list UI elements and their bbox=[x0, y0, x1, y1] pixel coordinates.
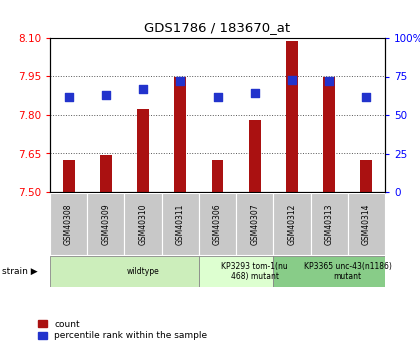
Title: GDS1786 / 183670_at: GDS1786 / 183670_at bbox=[144, 21, 291, 34]
Point bbox=[214, 94, 221, 99]
Text: GSM40308: GSM40308 bbox=[64, 203, 73, 245]
Text: wildtype: wildtype bbox=[127, 267, 160, 276]
Text: strain ▶: strain ▶ bbox=[2, 267, 38, 276]
Text: GSM40307: GSM40307 bbox=[250, 203, 259, 245]
Bar bbox=[286, 41, 298, 192]
Text: KP3365 unc-43(n1186)
mutant: KP3365 unc-43(n1186) mutant bbox=[304, 262, 392, 281]
Bar bbox=[199, 193, 236, 255]
Point bbox=[289, 77, 295, 82]
Point bbox=[102, 92, 109, 98]
Text: GSM40312: GSM40312 bbox=[287, 203, 297, 245]
Bar bbox=[124, 193, 162, 255]
Legend: count, percentile rank within the sample: count, percentile rank within the sample bbox=[38, 320, 207, 341]
Point bbox=[65, 94, 72, 99]
Bar bbox=[100, 155, 112, 192]
Bar bbox=[310, 193, 348, 255]
Bar bbox=[273, 193, 310, 255]
Bar bbox=[50, 193, 87, 255]
Bar bbox=[87, 193, 124, 255]
Text: GSM40309: GSM40309 bbox=[101, 203, 110, 245]
Bar bbox=[162, 193, 199, 255]
Text: KP3293 tom-1(nu
468) mutant: KP3293 tom-1(nu 468) mutant bbox=[221, 262, 288, 281]
Point bbox=[177, 78, 184, 84]
Text: GSM40306: GSM40306 bbox=[213, 203, 222, 245]
Point bbox=[326, 78, 333, 84]
Text: GSM40314: GSM40314 bbox=[362, 203, 371, 245]
Text: GSM40311: GSM40311 bbox=[176, 203, 185, 245]
Bar bbox=[323, 77, 335, 192]
Bar bbox=[273, 256, 385, 287]
Bar bbox=[360, 160, 373, 192]
Bar bbox=[174, 77, 186, 192]
Bar bbox=[236, 193, 273, 255]
Bar bbox=[212, 160, 223, 192]
Bar bbox=[249, 120, 261, 192]
Point bbox=[140, 86, 147, 91]
Point bbox=[251, 91, 258, 96]
Text: GSM40313: GSM40313 bbox=[325, 203, 333, 245]
Bar bbox=[50, 256, 199, 287]
Point bbox=[363, 94, 370, 99]
Bar bbox=[63, 160, 75, 192]
Text: GSM40310: GSM40310 bbox=[139, 203, 147, 245]
Bar bbox=[137, 109, 149, 192]
Bar bbox=[199, 256, 273, 287]
Bar bbox=[348, 193, 385, 255]
